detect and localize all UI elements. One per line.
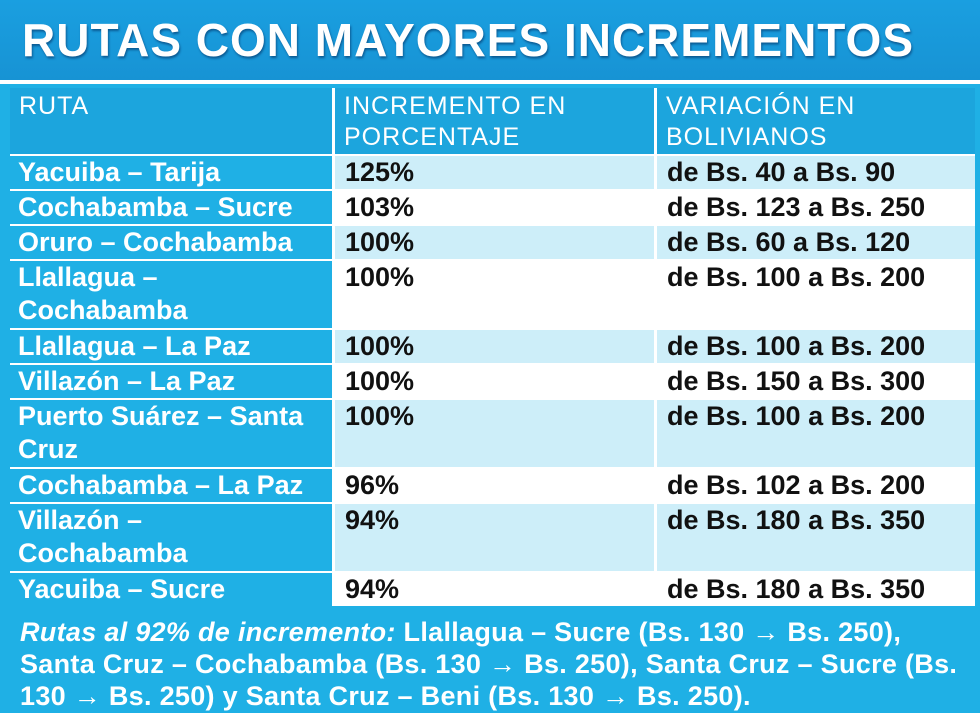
variation-cell: de Bs. 123 a Bs. 250 [657, 191, 975, 224]
route-cell: Llallagua – Cochabamba [10, 261, 332, 328]
route-cell: Cochabamba – La Paz [10, 469, 332, 502]
route-cell: Yacuiba – Sucre [10, 573, 332, 606]
route-cell: Llallagua – La Paz [10, 330, 332, 363]
variation-cell: de Bs. 150 a Bs. 300 [657, 365, 975, 398]
percent-cell: 100% [335, 365, 654, 398]
route-cell: Cochabamba – Sucre [10, 191, 332, 224]
percent-cell: 103% [335, 191, 654, 224]
percent-cell: 96% [335, 469, 654, 502]
routes-board: RUTA INCREMENTO EN PORCENTAJE VARIACIÓN … [0, 84, 980, 713]
percent-cell: 125% [335, 156, 654, 189]
footer-note: Rutas al 92% de incremento: Llallagua – … [10, 606, 975, 712]
percent-cell: 94% [335, 573, 654, 606]
page-title: RUTAS CON MAYORES INCREMENTOS [22, 14, 915, 66]
variation-cell: de Bs. 100 a Bs. 200 [657, 261, 975, 328]
header-ruta: RUTA [10, 88, 332, 154]
percent-cell: 100% [335, 226, 654, 259]
variation-cell: de Bs. 102 a Bs. 200 [657, 469, 975, 502]
variation-cell: de Bs. 180 a Bs. 350 [657, 504, 975, 571]
percent-cell: 100% [335, 400, 654, 467]
route-cell: Villazón – Cochabamba [10, 504, 332, 571]
title-banner: RUTAS CON MAYORES INCREMENTOS [0, 0, 980, 80]
footer-lead: Rutas al 92% de incremento: [20, 617, 396, 647]
header-porcentaje: INCREMENTO EN PORCENTAJE [335, 88, 654, 154]
percent-cell: 94% [335, 504, 654, 571]
percent-cell: 100% [335, 330, 654, 363]
footer-text: Llallagua – Sucre (Bs. 130 → Bs. 250), S… [20, 617, 958, 711]
variation-cell: de Bs. 100 a Bs. 200 [657, 400, 975, 467]
routes-table: RUTA INCREMENTO EN PORCENTAJE VARIACIÓN … [10, 88, 975, 606]
route-cell: Villazón – La Paz [10, 365, 332, 398]
percent-cell: 100% [335, 261, 654, 328]
header-variacion: VARIACIÓN EN BOLIVIANOS [657, 88, 975, 154]
route-cell: Yacuiba – Tarija [10, 156, 332, 189]
variation-cell: de Bs. 40 a Bs. 90 [657, 156, 975, 189]
variation-cell: de Bs. 60 a Bs. 120 [657, 226, 975, 259]
route-cell: Oruro – Cochabamba [10, 226, 332, 259]
variation-cell: de Bs. 180 a Bs. 350 [657, 573, 975, 606]
route-cell: Puerto Suárez – Santa Cruz [10, 400, 332, 467]
variation-cell: de Bs. 100 a Bs. 200 [657, 330, 975, 363]
